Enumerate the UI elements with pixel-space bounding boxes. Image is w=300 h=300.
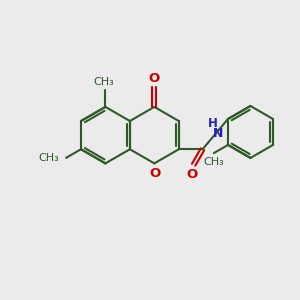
Text: O: O: [187, 168, 198, 181]
Text: CH₃: CH₃: [203, 157, 224, 167]
Text: O: O: [149, 167, 161, 180]
Text: H: H: [208, 117, 218, 130]
Text: CH₃: CH₃: [39, 153, 59, 163]
Text: N: N: [213, 127, 224, 140]
Text: O: O: [149, 72, 160, 85]
Text: CH₃: CH₃: [94, 77, 114, 87]
